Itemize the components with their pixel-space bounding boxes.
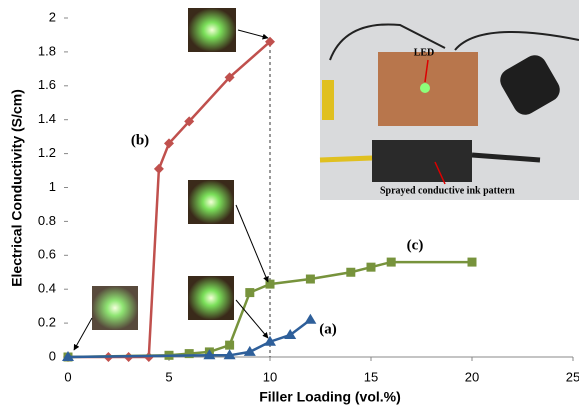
data-point — [184, 349, 194, 359]
clip — [471, 152, 541, 163]
x-tick-label: 0 — [64, 369, 71, 384]
inset-photo: LED Sprayed conductive ink pattern — [319, 0, 579, 200]
y-tick-label: 1.6 — [38, 77, 56, 92]
x-tick-label: 15 — [364, 369, 378, 384]
data-point — [265, 279, 275, 289]
x-tick-label: 10 — [263, 369, 277, 384]
series-label: (a) — [319, 321, 337, 337]
data-point — [346, 267, 356, 277]
wire — [329, 23, 446, 61]
data-point — [224, 72, 235, 83]
data-point — [305, 274, 315, 284]
series-label: (c) — [407, 237, 424, 253]
led-photo — [188, 276, 234, 320]
led — [420, 83, 430, 93]
arrow — [237, 29, 269, 40]
x-tick-label: 5 — [165, 369, 172, 384]
battery-clip — [500, 55, 560, 115]
led-photos — [73, 8, 269, 351]
y-tick-label: 0.2 — [38, 315, 56, 330]
data-point — [225, 340, 235, 350]
arrow — [73, 317, 93, 351]
y-tick-label: 0.4 — [38, 281, 56, 296]
y-tick-label: 0.8 — [38, 213, 56, 228]
annotation: Sprayed conductive ink pattern — [380, 185, 515, 196]
arrow — [235, 204, 269, 283]
data-point — [164, 138, 174, 149]
x-tick-label: 25 — [566, 369, 579, 384]
y-tick-label: 1.2 — [38, 145, 56, 160]
x-axis-title: Filler Loading (vol.%) — [259, 389, 401, 405]
y-tick-label: 1.8 — [38, 43, 56, 58]
clip — [322, 80, 334, 120]
data-point — [366, 262, 376, 272]
data-point — [203, 349, 216, 360]
led-photo — [188, 180, 234, 224]
arrow — [434, 161, 446, 185]
data-point — [284, 328, 297, 339]
data-point — [223, 349, 236, 360]
arrow — [424, 59, 429, 83]
data-point — [153, 163, 164, 174]
data-point — [62, 351, 74, 361]
series-label: (b) — [131, 132, 149, 148]
y-tick-label: 1.4 — [38, 111, 56, 126]
y-tick-label: 2 — [49, 9, 56, 24]
arrow — [235, 299, 269, 339]
data-point — [245, 288, 255, 298]
annotation: LED — [414, 47, 435, 58]
led-photo — [92, 286, 138, 330]
led-photo — [188, 8, 236, 52]
wire — [454, 31, 579, 51]
y-axis-title: Electrical Conductivity (S/cm) — [9, 89, 25, 287]
y-tick-label: 0.6 — [38, 247, 56, 262]
clip — [319, 155, 373, 163]
x-tick-label: 20 — [465, 369, 479, 384]
data-point — [243, 345, 256, 356]
y-tick-label: 1 — [49, 179, 56, 194]
plot-area: 00.20.40.60.811.21.41.61.820 5 10 15 20 25 — [38, 9, 579, 384]
ink-pattern — [372, 140, 472, 182]
data-point — [467, 257, 477, 267]
data-point — [184, 116, 195, 127]
data-point — [386, 257, 396, 267]
data-point — [264, 335, 276, 346]
data-point — [304, 313, 317, 324]
y-tick-label: 0 — [49, 348, 56, 363]
